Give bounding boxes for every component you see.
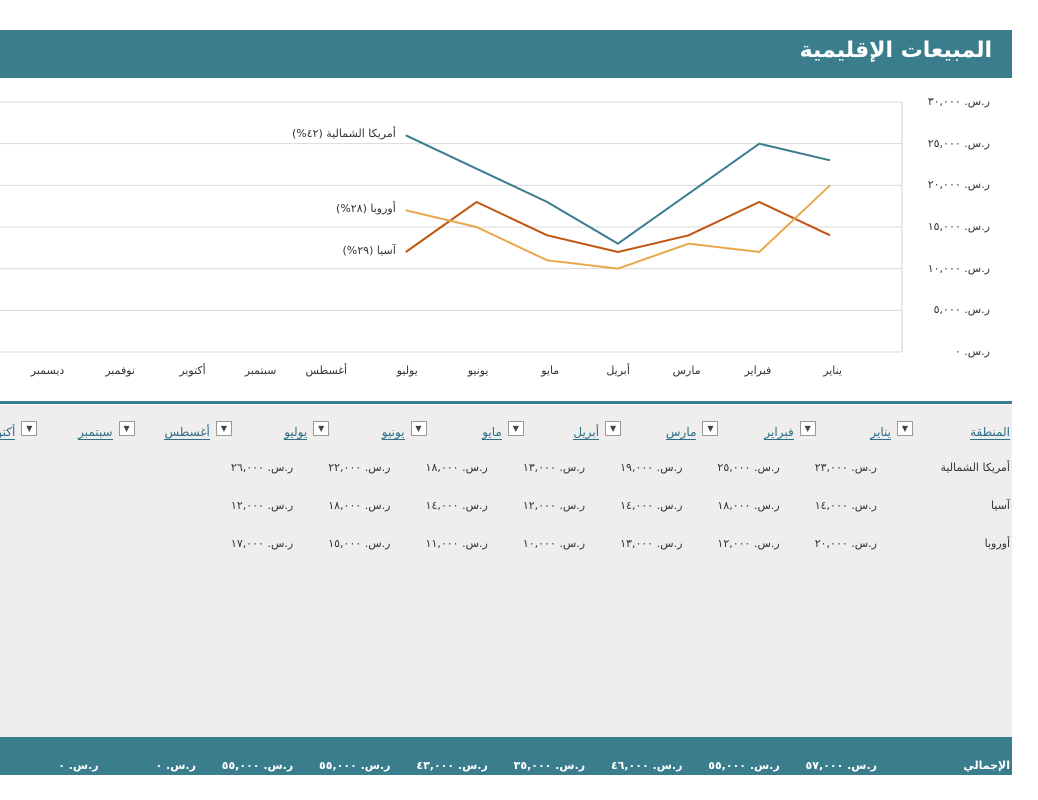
cell: ر.س. ١٢,٠٠٠ — [230, 499, 294, 512]
cell: ر.س. ٢٠,٠٠٠ — [814, 537, 877, 550]
y-tick-label: ر.س. ١٠,٠٠٠ — [927, 261, 990, 275]
filter-dropdown[interactable]: ▼ — [313, 421, 330, 436]
total-cell: ر.س. ٥٥,٠٠٠ — [708, 759, 780, 772]
x-tick-label: مايو — [541, 364, 560, 377]
cell: ر.س. ١٤,٠٠٠ — [620, 499, 683, 512]
y-tick-label: ر.س. ٢٠,٠٠٠ — [927, 178, 990, 192]
column-header: يونيو — [381, 425, 405, 440]
cell: ر.س. ١٠,٠٠٠ — [522, 537, 586, 550]
total-cell: ر.س. ٠ — [155, 759, 196, 772]
cell: ر.س. ١٨,٠٠٠ — [717, 499, 780, 512]
x-tick-label: يونيو — [467, 364, 489, 377]
filter-dropdown[interactable]: ▼ — [410, 421, 427, 436]
filter-dropdown[interactable]: ▼ — [897, 421, 913, 436]
cell: ر.س. ١٤,٠٠٠ — [425, 499, 488, 512]
cell: ر.س. ٢٥,٠٠٠ — [717, 461, 780, 474]
totals-label: الإجمالي — [963, 759, 1010, 772]
cell: ر.س. ١٨,٠٠٠ — [425, 461, 488, 474]
column-header: مايو — [482, 425, 502, 440]
column-header: أغسطس — [164, 425, 210, 440]
series-line — [405, 200, 831, 254]
column-header: يناير — [870, 425, 891, 440]
series-label: آسيا (٢٩%) — [342, 244, 396, 257]
series-line — [405, 134, 831, 245]
series-line — [405, 184, 831, 270]
column-header: يوليو — [284, 425, 308, 440]
x-tick-label: فبراير — [744, 364, 772, 377]
cell: ر.س. ١٣,٠٠٠ — [522, 461, 586, 474]
cell: ر.س. ١١,٠٠٠ — [425, 537, 488, 550]
x-tick-label: أبريل — [606, 364, 630, 377]
total-cell: ر.س. ٥٥,٠٠٠ — [221, 759, 294, 772]
x-tick-label: أكتوبر — [179, 364, 206, 377]
cell: ر.س. ١٩,٠٠٠ — [620, 461, 683, 474]
cell: ر.س. ١٧,٠٠٠ — [230, 537, 294, 550]
row-label: آسيا — [991, 499, 1010, 512]
cell: ر.س. ٢٢,٠٠٠ — [328, 461, 391, 474]
total-cell: ر.س. ٣٥,٠٠٠ — [513, 759, 586, 772]
y-tick-label: ر.س. ٥,٠٠٠ — [933, 303, 990, 317]
cell: ر.س. ١٥,٠٠٠ — [328, 537, 391, 550]
filter-dropdown[interactable]: ▼ — [702, 421, 719, 436]
filter-dropdown[interactable]: ▼ — [605, 421, 622, 436]
filter-dropdown[interactable]: ▼ — [799, 421, 816, 436]
table-area — [0, 405, 1012, 737]
row-label: أمريكا الشمالية — [940, 461, 1010, 474]
y-tick-label: ر.س. ٣٠,٠٠٠ — [927, 95, 990, 108]
total-cell: ر.س. ٠ — [58, 759, 99, 772]
separator — [0, 401, 1012, 404]
totals-bar — [0, 737, 1012, 775]
x-tick-label: سبتمبر — [244, 364, 277, 377]
y-tick-label: ر.س. ١٥,٠٠٠ — [927, 220, 990, 233]
cell: ر.س. ١٢,٠٠٠ — [522, 499, 586, 512]
title-bar — [0, 30, 1012, 78]
cell: ر.س. ١٣,٠٠٠ — [620, 537, 683, 550]
filter-dropdown[interactable]: ▼ — [215, 421, 232, 436]
y-tick-label: ر.س. ٢٥,٠٠٠ — [927, 136, 990, 150]
filter-dropdown[interactable]: ▼ — [507, 421, 524, 436]
x-tick-label: مارس — [672, 364, 701, 377]
column-header: سبتمبر — [78, 425, 113, 440]
total-cell: ر.س. ٤٦,٠٠٠ — [610, 759, 683, 772]
column-header: مارس — [665, 425, 697, 440]
x-tick-label: أغسطس — [305, 364, 348, 377]
x-tick-label: يوليو — [396, 364, 418, 377]
x-tick-label: نوفمبر — [105, 364, 135, 377]
cell: ر.س. ٢٣,٠٠٠ — [814, 461, 877, 474]
column-header: فبراير — [764, 425, 794, 440]
sheet-title: المبيعات الإقليمية — [799, 38, 992, 63]
cell: ر.س. ١٤,٠٠٠ — [814, 499, 877, 512]
total-cell: ر.س. ٥٧,٠٠٠ — [805, 759, 877, 772]
row-label: أوروبا — [984, 537, 1010, 550]
column-header: أكتوبر — [0, 425, 16, 440]
cell: ر.س. ١٨,٠٠٠ — [328, 499, 391, 512]
y-tick-label: ر.س. ٠ — [954, 345, 990, 358]
cell: ر.س. ١٢,٠٠٠ — [717, 537, 780, 550]
series-label: أمريكا الشمالية (٤٢%) — [291, 127, 396, 141]
column-header: المنطقة — [970, 425, 1010, 440]
cell: ر.س. ٢٦,٠٠٠ — [230, 461, 294, 474]
column-header: أبريل — [573, 425, 600, 440]
filter-dropdown[interactable]: ▼ — [118, 421, 135, 436]
filter-dropdown[interactable]: ▼ — [21, 421, 38, 436]
x-tick-label: ديسمبر — [30, 364, 65, 377]
x-tick-label: يناير — [823, 364, 842, 377]
total-cell: ر.س. ٥٥,٠٠٠ — [319, 759, 391, 772]
total-cell: ر.س. ٤٣,٠٠٠ — [416, 759, 488, 772]
series-label: أوروبا (٢٨%) — [336, 202, 396, 216]
